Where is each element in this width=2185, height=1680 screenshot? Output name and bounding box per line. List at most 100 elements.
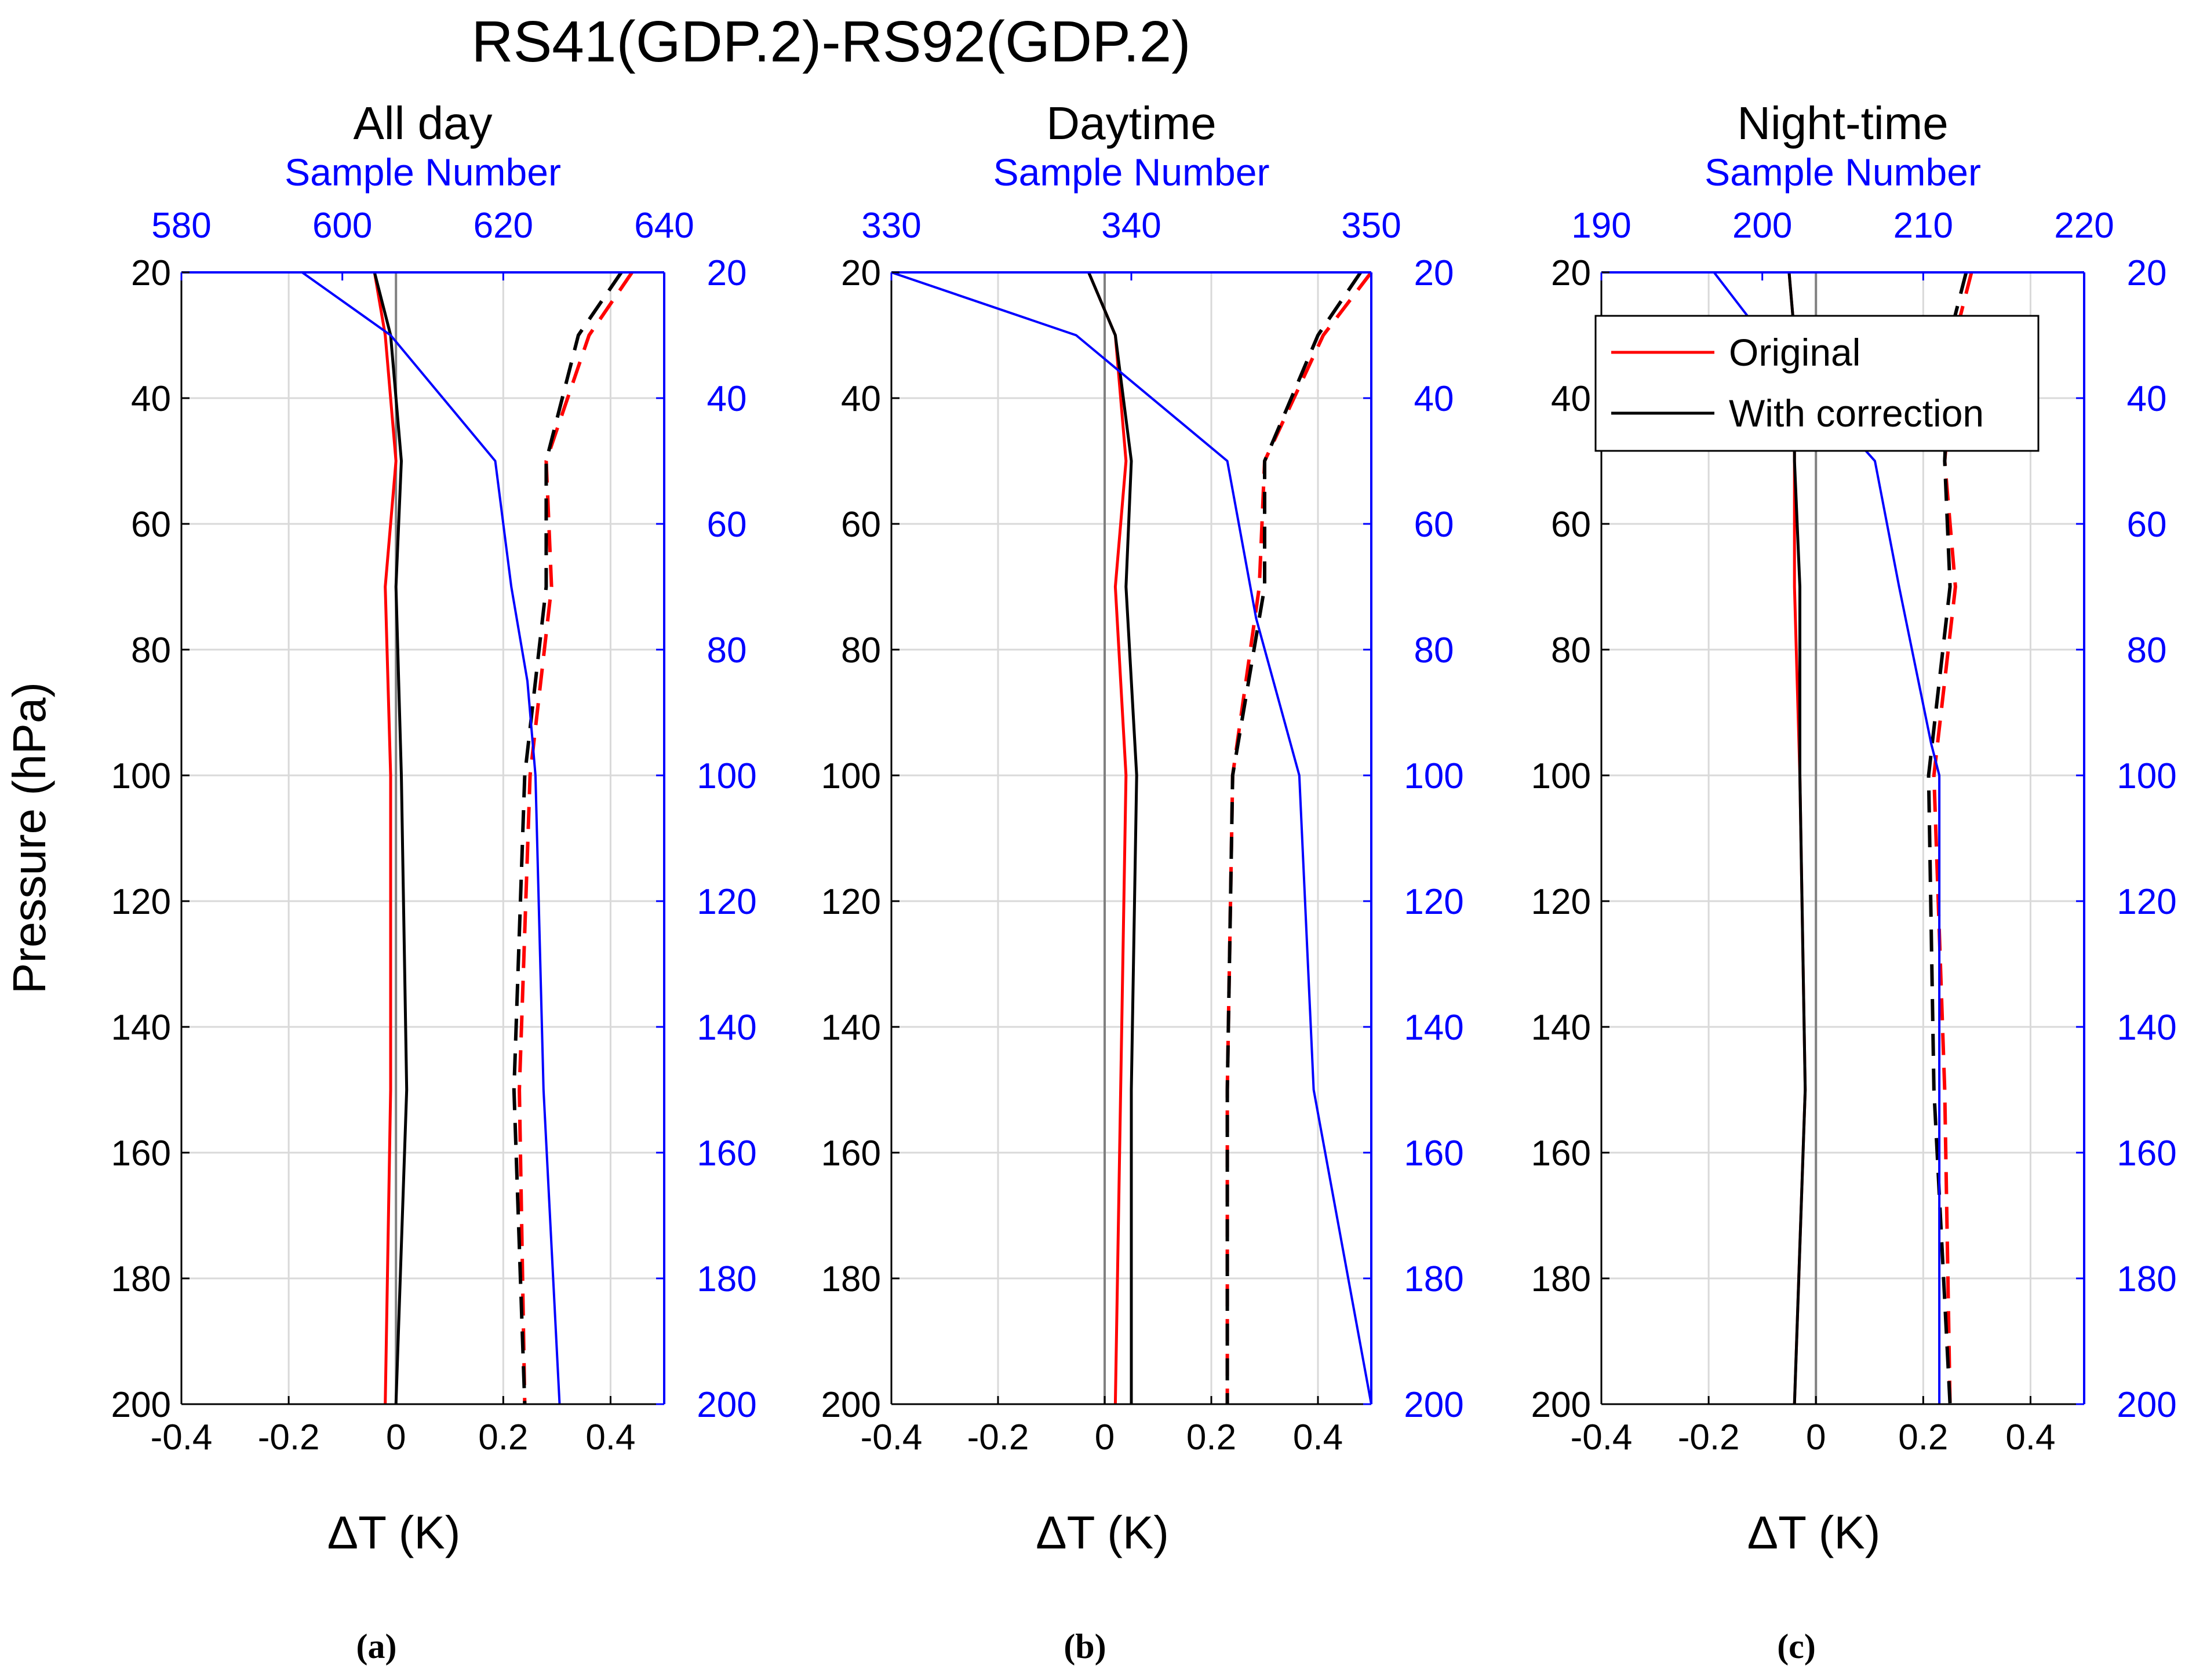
x-axis-label: ΔT (K)	[1036, 1507, 1169, 1558]
right-y-tick-label: 40	[1414, 379, 1454, 419]
y-tick-label: 120	[1531, 882, 1591, 922]
panel-c: -0.4 -0.2 0 0.2 0.4 20 40 60 80 100 120 140 160 180 20…	[1531, 97, 2177, 1666]
right-y-tick-label: 20	[1414, 253, 1454, 293]
y-tick-label: 160	[111, 1134, 171, 1174]
figure-title: RS41(GDP.2)-RS92(GDP.2)	[471, 9, 1190, 74]
top-x-tick-label: 340	[1101, 206, 1161, 246]
series-line-dashed-corrected	[1225, 271, 1363, 1404]
y-axis-label: Pressure (hPa)	[3, 682, 55, 994]
right-y-tick-label: 60	[2127, 505, 2167, 545]
y-tick-label: 20	[841, 253, 881, 293]
y-tick-label: 200	[821, 1385, 881, 1425]
y-tick-label: 180	[1531, 1259, 1591, 1299]
right-y-tick-label: 200	[1404, 1385, 1463, 1425]
right-y-tick-label: 140	[2117, 1008, 2176, 1048]
panel-caption: (b)	[1064, 1627, 1106, 1666]
y-tick-label: 60	[131, 505, 171, 545]
y-tick-label: 140	[821, 1008, 881, 1048]
series-line-original	[1087, 272, 1128, 1405]
y-tick-label: 80	[841, 631, 881, 670]
x-tick-label: 0.2	[1898, 1417, 1948, 1457]
x-tick-label: 0.2	[478, 1417, 528, 1457]
panel-title: Daytime	[1046, 97, 1216, 149]
x-tick-label: 0.4	[1293, 1417, 1343, 1457]
right-y-tick-label: 140	[1404, 1008, 1463, 1048]
legend-label: With correction	[1729, 392, 1984, 435]
top-x-tick-label: 190	[1571, 206, 1631, 246]
series-line-dashed-original	[518, 271, 633, 1405]
top-axis-label: Sample Number	[1705, 151, 1981, 194]
right-y-tick-label: 180	[697, 1259, 756, 1299]
y-tick-label: 140	[1531, 1008, 1591, 1048]
right-y-tick-label: 100	[2117, 756, 2176, 796]
legend: Original With correction	[1594, 315, 2040, 452]
top-x-tick-label: 640	[634, 206, 694, 246]
right-y-tick-label: 60	[707, 505, 747, 545]
y-tick-label: 200	[111, 1385, 171, 1425]
legend-label: Original	[1729, 331, 1860, 374]
top-x-tick-label: 600	[312, 206, 372, 246]
x-tick-label: 0.2	[1186, 1417, 1236, 1457]
right-y-tick-label: 120	[1404, 882, 1463, 922]
top-axis-label: Sample Number	[993, 151, 1270, 194]
right-y-tick-label: 100	[697, 756, 756, 796]
top-x-tick-label: 350	[1341, 206, 1401, 246]
top-axis-label: Sample Number	[285, 151, 561, 194]
right-y-tick-label: 20	[2127, 253, 2167, 293]
y-tick-label: 100	[111, 756, 171, 796]
x-tick-label: 0	[386, 1417, 406, 1457]
y-tick-label: 20	[131, 253, 171, 293]
x-tick-label: -0.4	[861, 1417, 923, 1457]
y-tick-label: 160	[1531, 1134, 1591, 1174]
panel-title: All day	[353, 97, 492, 149]
sample-number-line	[891, 271, 1372, 1405]
right-y-tick-label: 160	[697, 1134, 756, 1174]
legend-box	[1594, 315, 2040, 452]
y-tick-label: 100	[821, 756, 881, 796]
y-tick-label: 40	[131, 379, 171, 419]
right-y-tick-label: 60	[1414, 505, 1454, 545]
sample-number-line	[301, 271, 561, 1405]
right-y-tick-label: 80	[1414, 631, 1454, 670]
x-tick-label: 0	[1095, 1417, 1115, 1457]
right-y-tick-label: 100	[1404, 756, 1463, 796]
top-x-tick-label: 210	[1893, 206, 1953, 246]
right-y-tick-label: 200	[2117, 1385, 2176, 1425]
x-tick-label: 0.4	[585, 1417, 635, 1457]
y-tick-label: 60	[841, 505, 881, 545]
right-y-tick-label: 180	[1404, 1259, 1463, 1299]
series-line-dashed-original	[1225, 271, 1373, 1404]
top-x-tick-label: 620	[474, 206, 533, 246]
right-y-tick-label: 180	[2117, 1259, 2176, 1299]
y-tick-label: 100	[1531, 756, 1591, 796]
right-y-tick-label: 120	[2117, 882, 2176, 922]
y-tick-label: 40	[841, 379, 881, 419]
panels: -0.4 -0.2 0 0.2 0.4 20 40 60 80 100 120 140 160 180 20…	[3, 97, 2177, 1666]
x-tick-label: -0.4	[151, 1417, 213, 1457]
y-tick-label: 180	[821, 1259, 881, 1299]
right-y-tick-label: 160	[1404, 1134, 1463, 1174]
x-tick-label: -0.2	[967, 1417, 1029, 1457]
right-y-tick-label: 40	[2127, 379, 2167, 419]
top-x-tick-label: 580	[151, 206, 211, 246]
right-y-tick-label: 80	[2127, 631, 2167, 670]
y-tick-label: 120	[111, 882, 171, 922]
y-tick-label: 20	[1551, 253, 1591, 293]
series-line-dashed-original	[1932, 272, 1973, 1405]
right-y-tick-label: 160	[2117, 1134, 2176, 1174]
y-tick-label: 160	[821, 1134, 881, 1174]
series-line-dashed-corrected	[512, 271, 623, 1405]
top-x-tick-label: 330	[861, 206, 921, 246]
panel-caption: (c)	[1777, 1627, 1816, 1666]
y-tick-label: 180	[111, 1259, 171, 1299]
series-line-original	[373, 272, 398, 1405]
right-y-tick-label: 80	[707, 631, 747, 670]
series-line-dashed-corrected	[1927, 272, 1968, 1405]
x-axis-label: ΔT (K)	[1747, 1507, 1881, 1558]
y-tick-label: 140	[111, 1008, 171, 1048]
panel-caption: (a)	[356, 1627, 397, 1666]
top-x-tick-label: 220	[2054, 206, 2114, 246]
x-tick-label: 0.4	[2005, 1417, 2055, 1457]
x-tick-label: -0.2	[258, 1417, 320, 1457]
